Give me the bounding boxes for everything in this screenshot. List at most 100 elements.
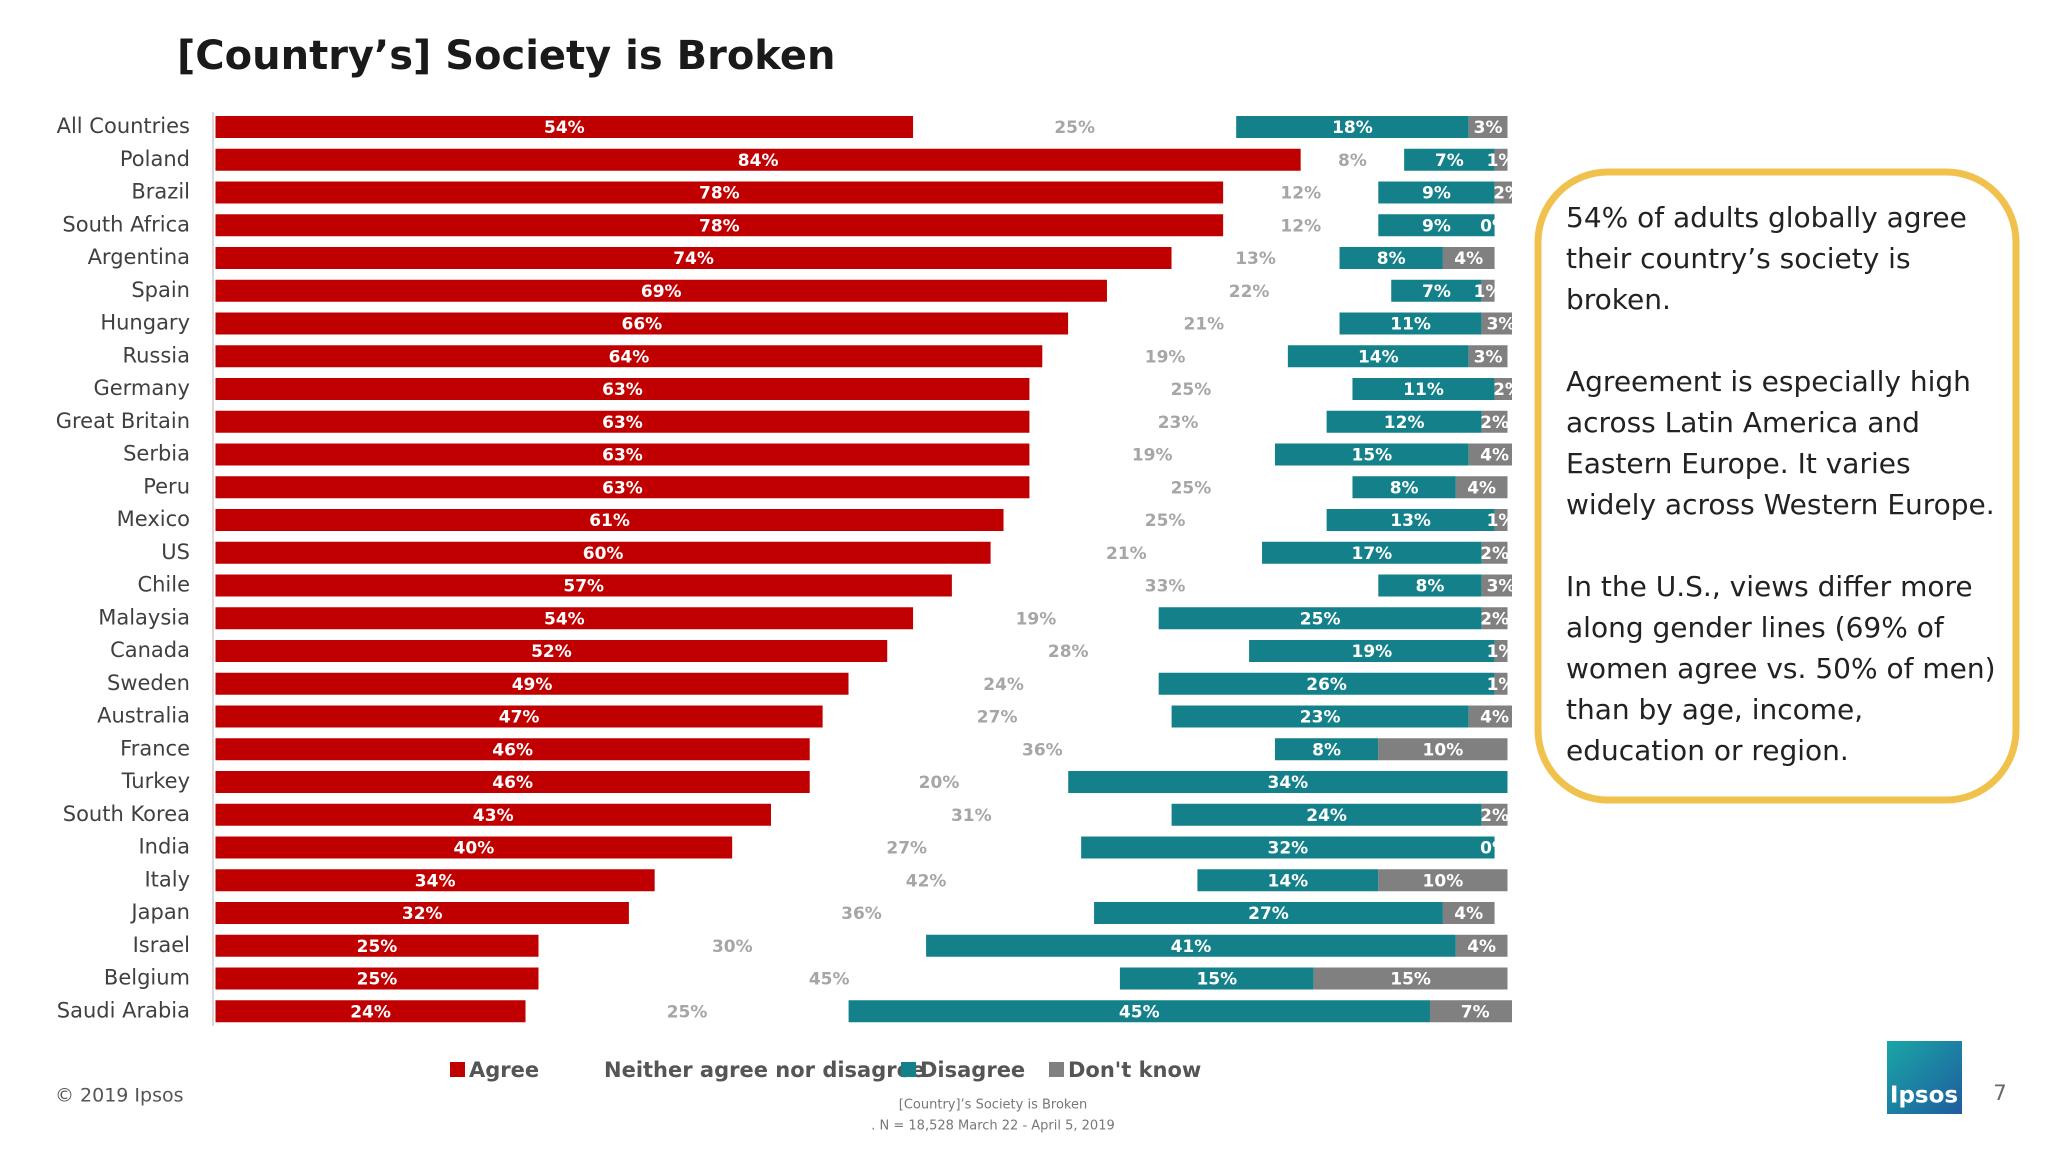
value-label: 64%: [609, 347, 650, 367]
category-label: Italy: [144, 867, 190, 891]
bar-segment: [215, 181, 1224, 204]
category-label: Brazil: [131, 180, 190, 204]
value-label: 9%: [1422, 184, 1451, 204]
value-label: 12%: [1280, 216, 1321, 236]
value-label: 24%: [983, 675, 1024, 695]
bar-segment: [951, 574, 1379, 597]
bar-segment: [215, 803, 772, 826]
bar-segment: [1339, 247, 1443, 269]
bar-segment: [732, 836, 1082, 859]
category-label: Turkey: [121, 769, 190, 793]
bar-segment: [1274, 738, 1379, 761]
callout-line: education or region.: [1566, 734, 1849, 767]
value-label: 15%: [1351, 446, 1392, 466]
bar-segment: [1455, 476, 1508, 499]
bar-segment: [215, 934, 539, 957]
value-label: 22%: [1229, 282, 1270, 302]
bar-segment: [1404, 148, 1495, 171]
bar-segment: [215, 607, 914, 630]
value-label: 25%: [357, 970, 398, 990]
bar-segment: [1313, 967, 1508, 990]
bar-segment: [1029, 443, 1275, 466]
category-label: France: [120, 736, 190, 760]
bar-segment: [215, 738, 810, 761]
bar-segment: [1455, 934, 1508, 957]
value-label: 45%: [809, 970, 850, 990]
bar-segment: [848, 672, 1159, 695]
bar-segment: [926, 934, 1456, 957]
value-label: 15%: [1390, 970, 1431, 990]
category-label: Saudi Arabia: [57, 998, 190, 1022]
value-label: 9%: [1422, 216, 1451, 236]
value-label: 34%: [415, 871, 456, 891]
bar-segment: [538, 967, 1120, 990]
bar-segment: [215, 247, 1172, 269]
value-label: 0%: [1480, 216, 1509, 236]
bar-segment: [1481, 803, 1508, 826]
callout-line: across Latin America and: [1566, 406, 1920, 439]
category-label: Canada: [110, 638, 190, 662]
value-label: 24%: [350, 1002, 391, 1022]
value-label: 1%: [1487, 642, 1516, 662]
value-label: 25%: [1054, 118, 1095, 138]
value-label: 8%: [1390, 478, 1419, 498]
value-label: 31%: [951, 806, 992, 826]
value-label: 46%: [492, 740, 533, 760]
bar-segment: [1442, 902, 1495, 924]
value-label: 24%: [1306, 806, 1347, 826]
value-label: 36%: [841, 904, 882, 924]
bar-segment: [1029, 378, 1353, 400]
bar-segment: [215, 148, 1301, 171]
value-label: 7%: [1435, 151, 1464, 171]
value-label: 25%: [1171, 478, 1212, 498]
plot: 54% 25% 18% 3% 84% 8% 7% 1% 78% 12% 9% 2% 78% 12% 9% 0%…: [215, 116, 1516, 1023]
value-label: 54%: [544, 118, 585, 138]
value-label: 10%: [1423, 871, 1464, 891]
chart-title: [Country’s] Society is Broken: [177, 33, 835, 79]
bar-segment: [1481, 312, 1512, 335]
value-label: 4%: [1454, 249, 1483, 269]
bar-segment: [1494, 148, 1508, 171]
value-label: 14%: [1268, 871, 1309, 891]
bar-segment: [1339, 312, 1482, 335]
value-label: 12%: [1280, 184, 1321, 204]
bar-segment: [215, 509, 1004, 531]
bar-segment: [1274, 443, 1469, 466]
bar-segment: [1429, 1000, 1512, 1023]
bar-segment: [215, 672, 849, 695]
bar-segment: [1494, 181, 1512, 204]
category-label: South Korea: [63, 802, 190, 826]
value-label: 21%: [1106, 544, 1147, 564]
category-label: Malaysia: [98, 605, 190, 629]
bar-segment: [215, 116, 914, 138]
bar-segment: [1326, 410, 1482, 433]
value-label: 54%: [544, 609, 585, 629]
bar-segment: [525, 1000, 849, 1023]
bar-segment: [1068, 312, 1340, 335]
bar-segment: [1352, 476, 1456, 499]
callout-line: their country’s society is: [1566, 242, 1911, 275]
legend-label: Don't know: [1068, 1058, 1201, 1082]
bar-segment: [215, 869, 655, 892]
bar-segment: [215, 214, 1224, 237]
bar-segment: [215, 1000, 526, 1023]
value-label: 43%: [473, 806, 514, 826]
value-label: 28%: [1048, 642, 1089, 662]
bar-segment: [1300, 148, 1405, 171]
bar-segment: [215, 836, 733, 859]
value-label: 25%: [1171, 380, 1212, 400]
bar-segment: [1378, 869, 1508, 892]
value-label: 11%: [1390, 315, 1431, 335]
category-label: US: [161, 540, 190, 564]
bar-segment: [1494, 509, 1508, 531]
value-label: 46%: [492, 773, 533, 793]
value-label: 25%: [1145, 511, 1186, 531]
value-label: 25%: [667, 1002, 708, 1022]
bar-segment: [654, 869, 1198, 892]
bar-segment: [1481, 410, 1508, 433]
category-label: Serbia: [123, 442, 190, 466]
value-label: 21%: [1184, 315, 1225, 335]
bar-segment: [215, 443, 1030, 466]
value-label: 42%: [906, 871, 947, 891]
value-label: 30%: [712, 937, 753, 957]
